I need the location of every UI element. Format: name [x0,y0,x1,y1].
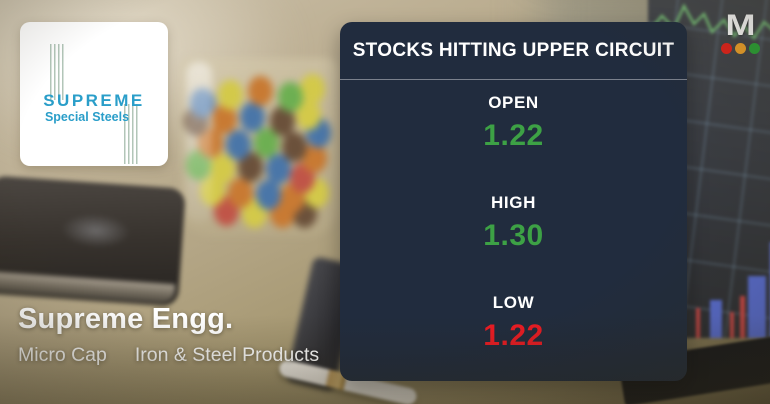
green-dot-icon [748,43,760,54]
company-logo-brand: SUPREME [43,91,145,110]
stat-low: LOW 1.22 [340,280,687,380]
steel-bar-graphic [124,104,139,164]
stat-label: HIGH [491,193,536,212]
stat-open: OPEN 1.22 [340,80,687,180]
stat-label: OPEN [488,93,539,112]
publisher-m-icon: M [725,9,755,42]
company-info-block: Supreme Engg. Micro Cap Iron & Steel Pro… [18,303,319,367]
orange-dot-icon [734,43,746,54]
stat-value: 1.22 [483,119,544,152]
candy-jar [180,58,338,236]
company-meta: Micro Cap Iron & Steel Products [18,344,319,367]
steel-bar-graphic [50,44,65,100]
market-cap-label: Micro Cap [18,344,107,366]
publisher-logo: M [718,9,762,54]
stat-label: LOW [492,293,535,312]
publisher-dots-icon [718,43,762,54]
stat-value: 1.22 [483,319,544,352]
stock-chart-graphic [648,3,770,338]
candies [190,88,215,118]
stat-high: HIGH 1.30 [340,180,687,280]
panel-title: STOCKS HITTING UPPER CIRCUIT [352,39,675,61]
company-logo-tagline: Special Steels [44,110,130,124]
stat-value: 1.30 [483,219,544,252]
panel-header: STOCKS HITTING UPPER CIRCUIT [340,22,687,80]
upper-circuit-panel: STOCKS HITTING UPPER CIRCUIT OPEN 1.22 H… [340,22,687,381]
sector-label: Iron & Steel Products [134,344,320,366]
red-dot-icon [720,43,732,54]
company-logo-card: SUPREME Special Steels [20,22,168,166]
phone-bottom-edge [0,271,176,305]
smartphone [0,175,186,307]
company-name: Supreme Engg. [18,303,234,335]
phone-screen-glow [60,211,133,250]
